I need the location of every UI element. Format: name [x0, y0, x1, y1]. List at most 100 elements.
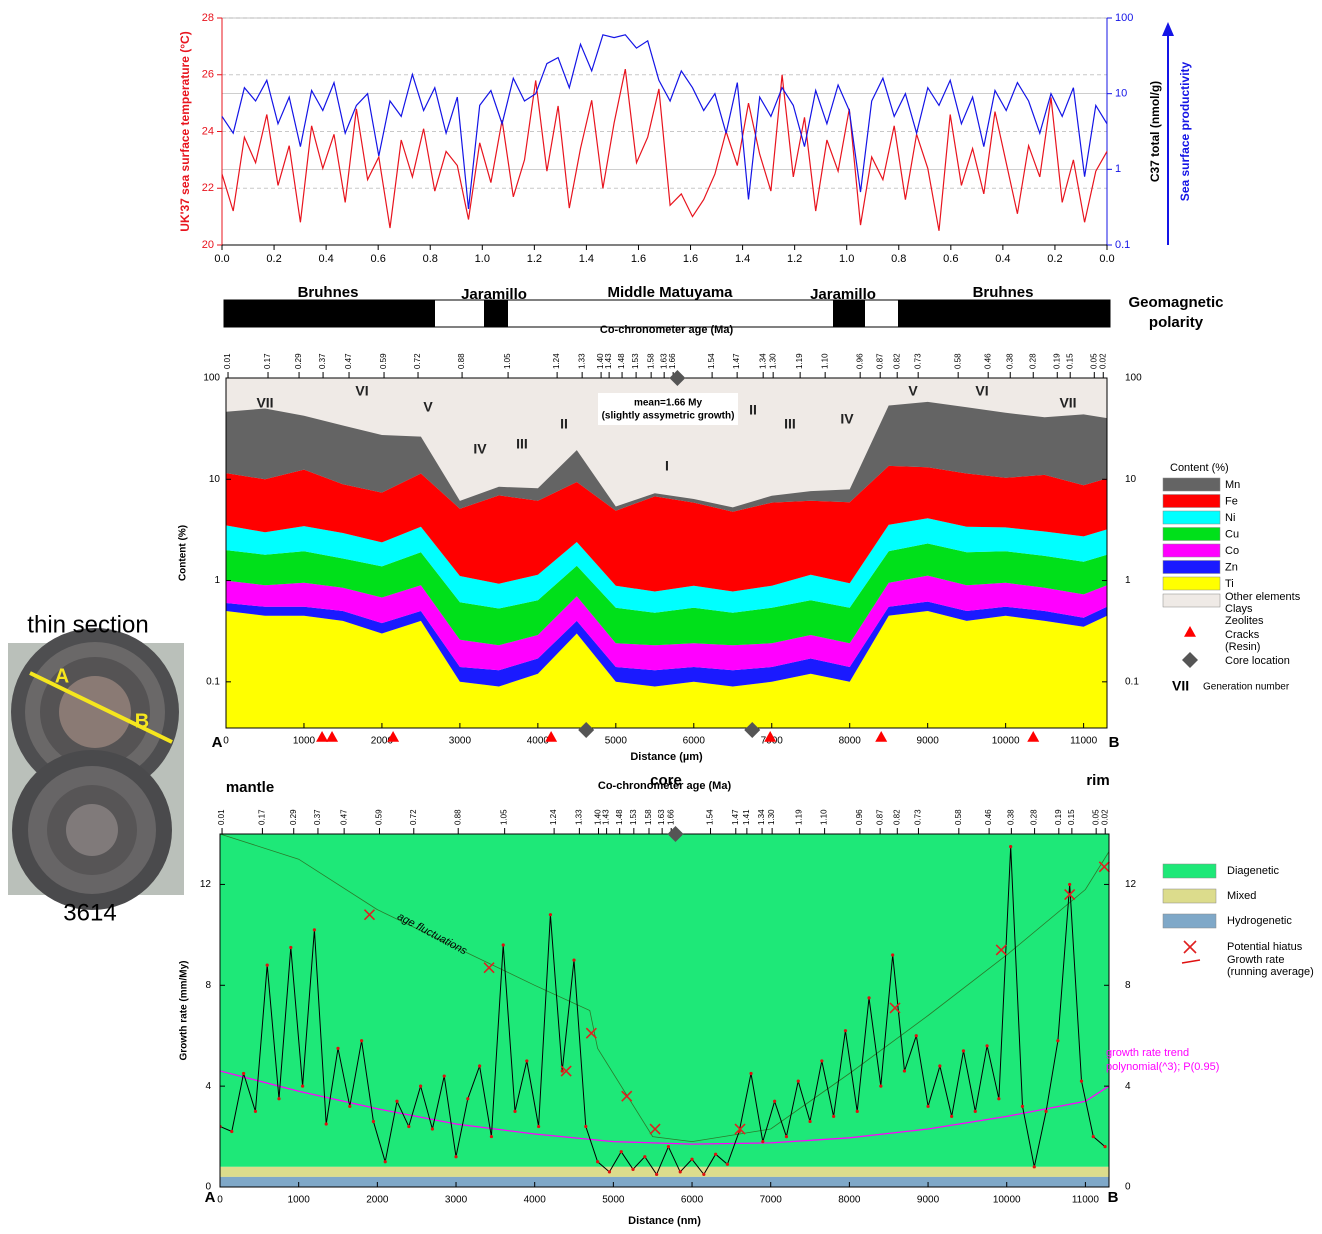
top-tick-label: 0.73: [913, 353, 922, 369]
y2-axis-label: C37 total (nmol/g): [1148, 81, 1162, 182]
growth-point: [395, 1099, 399, 1103]
top-tick-label: 0.88: [457, 353, 466, 369]
chron-label: Jaramillo: [461, 286, 527, 303]
growth-point: [537, 1124, 541, 1129]
top-tick-label: 1.66: [666, 809, 675, 825]
top-tick-label: 1.63: [657, 809, 666, 825]
growth-point: [631, 1167, 635, 1171]
legend-label: Clays: [1225, 603, 1253, 615]
region-label: core: [650, 772, 682, 789]
growth-point: [1044, 1109, 1048, 1113]
x-tick-label: 2000: [366, 1195, 389, 1206]
top-tick-label: 1.10: [820, 809, 829, 825]
thin-section-photo: [8, 628, 184, 910]
top-tick-label: 0.72: [413, 353, 422, 369]
legend-label: Generation number: [1203, 682, 1290, 693]
growth-point: [371, 1119, 376, 1124]
growth-point: [926, 1104, 930, 1108]
x-tick-label: 1.4: [579, 253, 594, 265]
y-tick-label: 1: [214, 575, 220, 586]
y-tick-label: 10: [1125, 474, 1137, 485]
legend-swatch: [1162, 510, 1221, 525]
y-axis-label: Growth rate (mm/My): [179, 960, 190, 1060]
top-tick-label: 1.24: [549, 809, 558, 825]
growth-point: [950, 1114, 954, 1118]
top-tick-label: 0.87: [875, 809, 884, 825]
growth-point: [749, 1071, 753, 1076]
growth-point: [242, 1071, 246, 1076]
growth-point: [761, 1140, 765, 1144]
growth-point: [725, 1162, 730, 1166]
y-tick-label: 4: [1125, 1081, 1131, 1092]
chron-label: Middle Matuyama: [607, 284, 733, 301]
y-tick-label: 12: [200, 879, 212, 890]
top-tick-label: 0.82: [892, 353, 901, 369]
top-tick-label: 1.48: [615, 809, 624, 825]
y-tick-label: 0: [205, 1182, 211, 1193]
point-b: B: [135, 710, 149, 732]
growth-point: [1009, 845, 1013, 849]
legend-label: Other elements: [1225, 591, 1301, 603]
top-tick-label: 1.63: [659, 353, 668, 369]
x-tick-label: 0.0: [214, 253, 229, 265]
growth-point: [1032, 1165, 1036, 1169]
y-tick-label: 10: [209, 474, 221, 485]
x-tick-label: 3000: [445, 1195, 468, 1206]
thin-section-title: thin section: [27, 611, 148, 638]
top-tick-label: 1.05: [500, 809, 509, 825]
growth-point: [348, 1104, 352, 1108]
top-tick-label: 0.46: [984, 809, 993, 825]
top-tick-label: 0.02: [1100, 809, 1109, 825]
top-tick-label: 0.17: [263, 353, 272, 369]
chron-label: Bruhnes: [298, 284, 359, 301]
x-tick-label: 3000: [449, 736, 472, 747]
y-tick-label: 26: [202, 69, 214, 81]
stacked-area: [226, 543, 1107, 646]
top-tick-label: 0.19: [1054, 809, 1063, 825]
top-tick-label: 1.43: [602, 809, 611, 825]
legend-label: Zeolites: [1225, 615, 1264, 627]
band: [220, 834, 1109, 1167]
top-tick-label: 0.05: [1089, 353, 1098, 369]
crack-marker: [326, 731, 339, 742]
top-tick-label: 0.87: [875, 353, 884, 369]
top-tick-label: 1.54: [707, 353, 716, 369]
x-tick-label: 0: [223, 736, 229, 747]
legend-label: Co: [1225, 545, 1239, 557]
x-tick-label: 7000: [760, 1195, 783, 1206]
hiatus-marker: [1098, 861, 1110, 873]
legend-swatch: [1162, 527, 1221, 541]
legend-symbol: [1183, 940, 1197, 954]
top-tick-label: 0.19: [1052, 353, 1061, 369]
x-tick-label: 9000: [917, 1195, 940, 1206]
growth-point: [867, 996, 871, 1000]
top-tick-label: 1.41: [742, 809, 751, 825]
plot-lines: [220, 834, 1109, 1176]
top-tick-label: 1.43: [604, 353, 613, 369]
generation-label: VII: [256, 395, 273, 411]
growth-point: [1020, 1104, 1025, 1108]
end-label: A: [205, 1189, 216, 1206]
legend-swatch: [1162, 888, 1217, 904]
crack-marker: [764, 731, 777, 742]
annotation: (slightly assymetric growth): [602, 411, 735, 422]
top-tick-label: 1.40: [596, 353, 605, 369]
y-tick-label: 0.1: [1125, 676, 1139, 687]
x-tick-label: 1000: [293, 736, 316, 747]
core-marker: [578, 722, 595, 738]
top-tick-label: 1.33: [574, 809, 583, 825]
growth-point: [820, 1059, 824, 1063]
growth-point: [383, 1160, 387, 1164]
growth-point: [655, 1172, 659, 1176]
x-tick-label: 0.4: [318, 253, 333, 265]
x-tick-label: 0.6: [943, 253, 958, 265]
legend-label: Hydrogenetic: [1227, 915, 1292, 927]
top-tick-label: 0.28: [1028, 353, 1037, 369]
polarity-title: polarity: [1149, 314, 1204, 331]
x-tick-label: 11000: [1070, 736, 1098, 747]
legend-symbol: [1181, 959, 1201, 964]
top-tick-label: 0.37: [318, 353, 327, 369]
legend-symbol: [1182, 652, 1198, 668]
growth-point: [938, 1064, 942, 1068]
growth-point: [643, 1155, 647, 1159]
